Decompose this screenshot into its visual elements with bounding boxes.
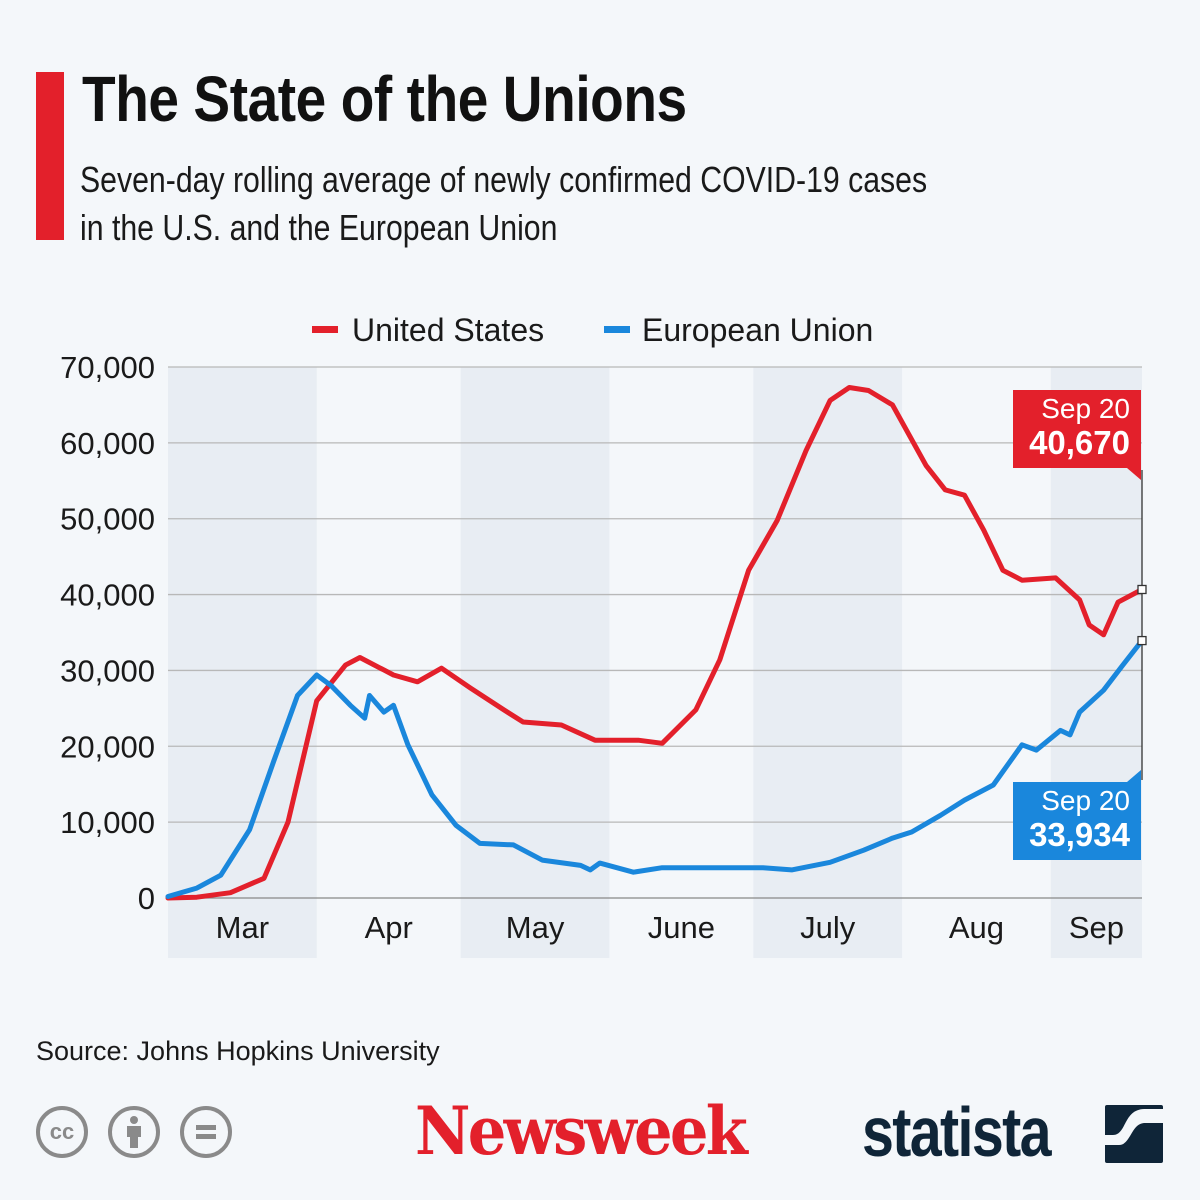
cc-icon: cc [36, 1106, 88, 1158]
accent-bar [36, 72, 64, 240]
x-tick-label: May [506, 910, 565, 945]
month-band [460, 367, 610, 958]
x-tick-label: Apr [365, 910, 413, 945]
by-attribution-icon [108, 1106, 160, 1158]
x-tick-label: Aug [949, 910, 1004, 945]
y-tick-label: 70,000 [60, 350, 155, 385]
newsweek-logo: Newsweek [415, 1092, 748, 1170]
month-band [753, 367, 903, 958]
page-title: The State of the Unions [82, 63, 687, 135]
y-tick-label: 60,000 [60, 426, 155, 461]
x-tick-label: Sep [1069, 910, 1124, 945]
legend-label: United States [352, 312, 544, 348]
series-line-us [165, 385, 1145, 901]
x-tick-label: July [800, 910, 856, 945]
subtitle-line-2: in the U.S. and the European Union [80, 207, 558, 248]
y-tick-label: 10,000 [60, 805, 155, 840]
y-tick-label: 30,000 [60, 653, 155, 688]
legend-swatch [604, 326, 630, 333]
legend-swatch [312, 326, 338, 333]
callout-box [1013, 390, 1141, 468]
line-chart: Mar Apr May June July Aug Sep 0 10,000 20,000 30,0… [60, 312, 1147, 958]
end-point-marker [1137, 635, 1147, 646]
statista-logo-icon [1105, 1105, 1163, 1163]
statista-logo: statista [862, 1093, 1052, 1171]
y-tick-label: 50,000 [60, 502, 155, 537]
y-tick-label: 0 [138, 881, 155, 916]
callout-date: Sep 20 [1041, 393, 1130, 424]
source-note: Source: Johns Hopkins University [36, 1036, 440, 1066]
subtitle-line-1: Seven-day rolling average of newly confi… [80, 159, 928, 200]
callout-value: 33,934 [1029, 816, 1131, 853]
y-tick-label: 40,000 [60, 578, 155, 613]
callout-value: 40,670 [1029, 424, 1130, 461]
x-tick-label: Mar [216, 910, 269, 945]
subtitle: Seven-day rolling average of newly confi… [80, 156, 927, 252]
callout-notch [1127, 770, 1141, 782]
callout-box [1013, 782, 1141, 860]
end-point-marker [1137, 584, 1147, 595]
legend-label: European Union [642, 312, 873, 348]
y-tick-label: 20,000 [60, 729, 155, 764]
month-band [168, 367, 317, 958]
callout-date: Sep 20 [1041, 785, 1130, 816]
no-derivatives-icon [180, 1106, 232, 1158]
x-tick-label: June [648, 910, 715, 945]
series-line-eu [165, 638, 1145, 899]
callout-notch [1127, 468, 1141, 480]
